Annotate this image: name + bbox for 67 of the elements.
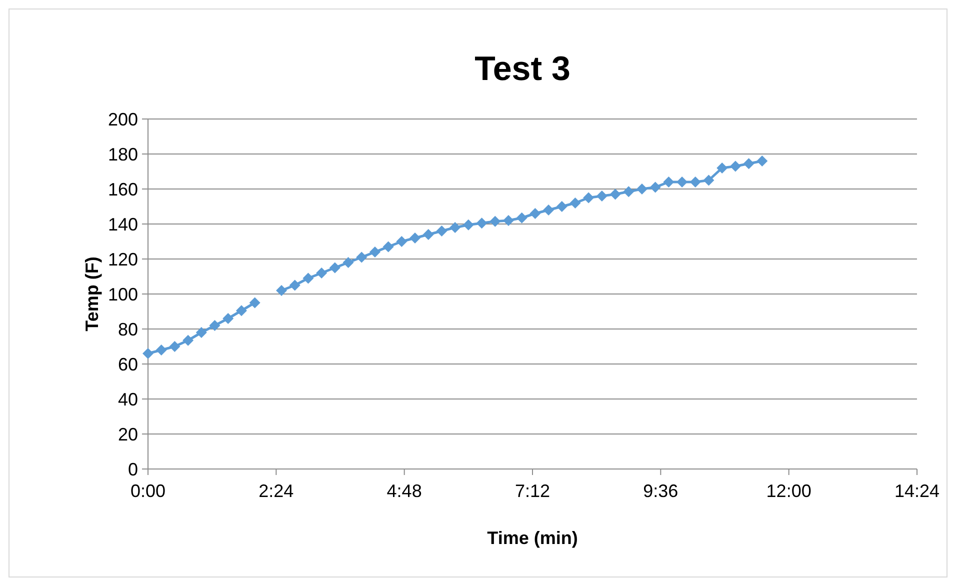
point [169, 341, 180, 352]
point [502, 215, 514, 226]
y-tick-label: 20 [118, 424, 138, 444]
y-tick-label: 180 [108, 144, 138, 164]
point [342, 257, 354, 268]
y-tick-label: 120 [108, 249, 138, 270]
point [556, 201, 568, 212]
x-tick-label: 0:00 [130, 481, 166, 501]
point [690, 176, 701, 188]
y-tick-label: 140 [108, 214, 138, 234]
point [356, 252, 368, 263]
point [410, 232, 421, 244]
point [249, 297, 260, 308]
point [636, 184, 648, 194]
point [222, 313, 234, 324]
x-tick-label: 7:12 [514, 481, 550, 501]
x-tick-label: 12:00 [766, 481, 812, 501]
point [703, 174, 714, 186]
point [583, 192, 594, 204]
x-axis-title: Time (min) [487, 528, 578, 548]
y-tick-label: 100 [108, 284, 138, 304]
point [422, 229, 434, 240]
y-tick-label: 200 [108, 109, 138, 130]
point [209, 320, 220, 331]
x-tick-label: 14:24 [894, 481, 940, 501]
point [650, 182, 661, 193]
point [436, 226, 448, 236]
point [596, 190, 608, 202]
point [663, 176, 674, 188]
point [570, 198, 581, 208]
y-axis-title: Temp (F) [82, 256, 102, 332]
point [236, 305, 247, 316]
point [396, 236, 408, 247]
x-tick-label: 2:24 [258, 481, 294, 501]
x-tick-label: 4:48 [386, 481, 422, 501]
chart-title: Test 3 [474, 50, 570, 88]
point [516, 212, 528, 224]
point [716, 162, 728, 174]
point [756, 156, 768, 166]
point [329, 262, 340, 274]
point [316, 268, 328, 278]
point [610, 188, 621, 200]
point [623, 186, 634, 198]
point [530, 208, 541, 219]
point [462, 219, 474, 230]
point [743, 158, 754, 170]
y-tick-label: 40 [118, 389, 138, 410]
point [182, 334, 194, 346]
point [382, 241, 394, 252]
point [142, 348, 154, 359]
point [476, 218, 488, 229]
x-tick-label: 9:36 [643, 481, 678, 501]
point [450, 222, 461, 233]
y-tick-label: 80 [118, 319, 138, 340]
point [543, 204, 554, 216]
point [276, 285, 288, 296]
point [490, 216, 501, 227]
y-tick-label: 0 [128, 459, 138, 480]
y-tick-label: 60 [118, 354, 138, 374]
y-tick-label: 160 [108, 179, 138, 200]
point [289, 280, 300, 291]
point [156, 344, 167, 356]
point [676, 176, 688, 188]
point [369, 246, 380, 258]
point [196, 327, 207, 338]
point [302, 272, 314, 284]
point [730, 160, 741, 172]
